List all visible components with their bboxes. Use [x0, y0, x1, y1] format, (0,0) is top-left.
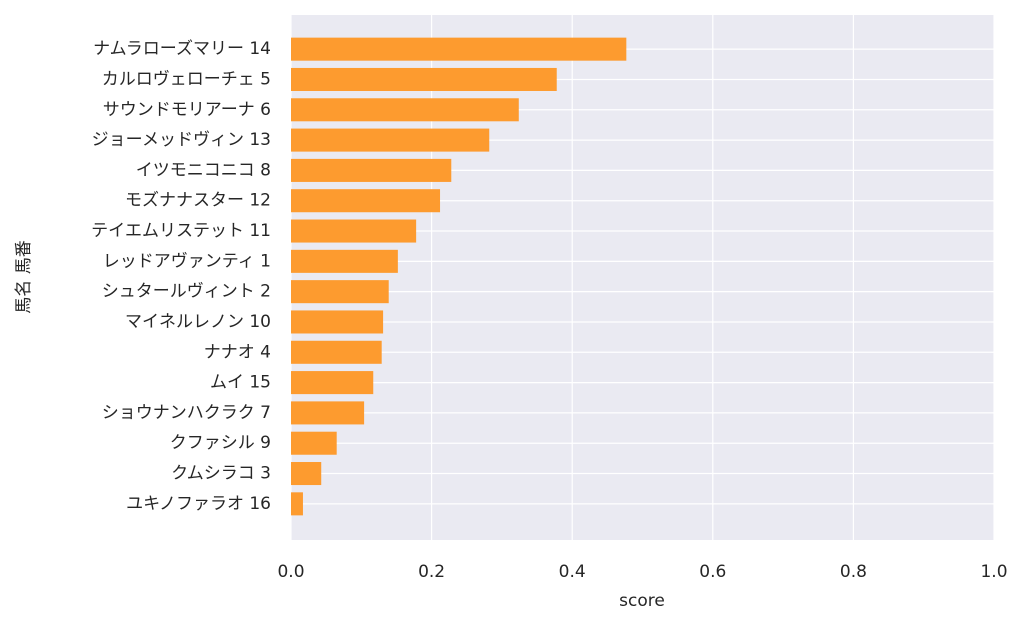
bar [291, 37, 627, 61]
bar [291, 340, 382, 364]
y-tick-label: ナムラローズマリー 14 [93, 39, 271, 59]
bar [291, 462, 322, 486]
bar [291, 280, 389, 304]
bar [291, 371, 374, 395]
bar [291, 401, 365, 425]
bar [291, 98, 519, 122]
bar [291, 431, 337, 455]
y-tick-label: ユキノファラオ 16 [126, 494, 271, 514]
y-tick-label: シュタールヴィント 2 [102, 282, 271, 302]
y-tick-label: ナナオ 4 [204, 342, 271, 362]
bar [291, 67, 557, 91]
x-tick-label: 1.0 [980, 562, 1007, 582]
y-tick-label: クファシル 9 [170, 433, 271, 453]
bar [291, 158, 452, 182]
y-tick-label: ジョーメッドヴィン 13 [92, 130, 271, 150]
x-tick-label: 0.0 [277, 562, 304, 582]
bar [291, 219, 417, 243]
x-axis-label: score [619, 591, 665, 611]
x-tick-label: 0.4 [559, 562, 586, 582]
bar [291, 128, 490, 152]
y-tick-label: モズナナスター 12 [125, 191, 271, 211]
x-tick-label: 0.2 [418, 562, 445, 582]
y-tick-label: クムシラコ 3 [171, 464, 271, 484]
bar [291, 249, 398, 273]
y-tick-label: ムイ 15 [210, 373, 271, 393]
y-tick-label: サウンドモリアーナ 6 [103, 100, 271, 120]
bar [291, 492, 303, 516]
y-tick-label: テイエムリステット 11 [91, 221, 271, 241]
y-tick-label: イツモニコニコ 8 [136, 160, 271, 180]
x-tick-label: 0.8 [840, 562, 867, 582]
y-tick-label: マイネルレノン 10 [125, 312, 271, 332]
bar [291, 189, 441, 213]
y-tick-label: ショウナンハクラク 7 [102, 403, 271, 423]
y-tick-label: カルロヴェローチェ 5 [102, 69, 271, 89]
y-tick-label: レッドアヴァンティ 1 [103, 251, 271, 271]
plot-background [291, 15, 994, 540]
bar [291, 310, 384, 334]
y-axis-label: 馬名 馬番 [14, 240, 34, 313]
x-tick-label: 0.6 [699, 562, 726, 582]
